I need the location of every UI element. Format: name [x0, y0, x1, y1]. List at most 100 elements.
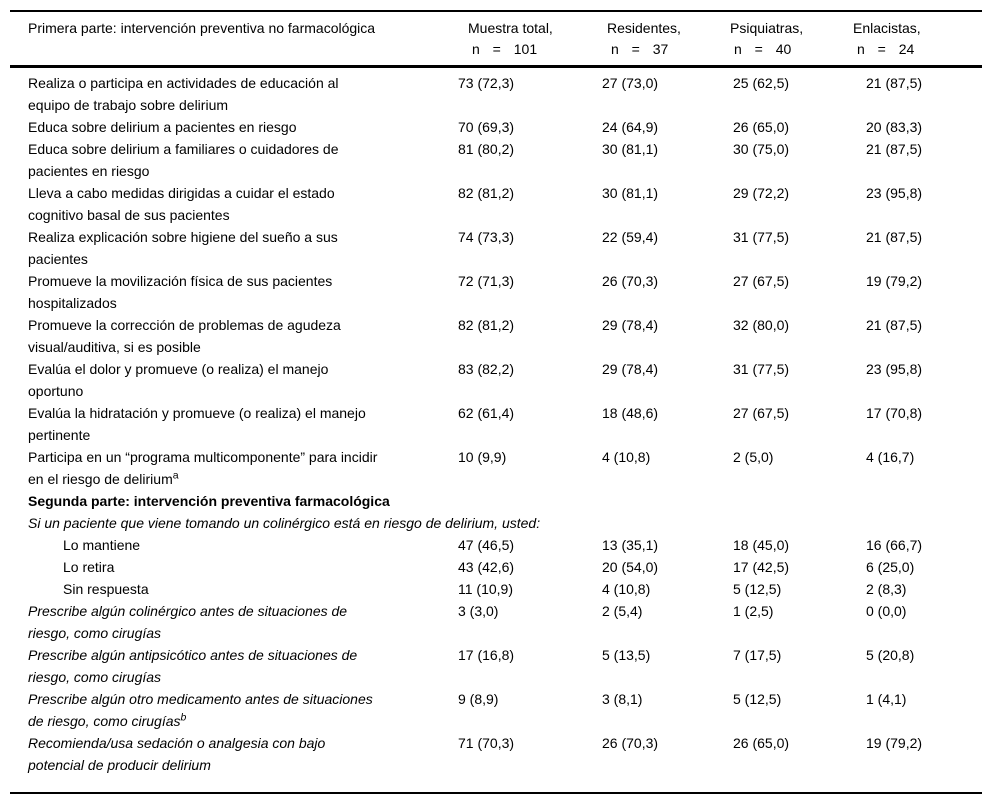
row-value: 27 (73,0)	[602, 75, 659, 91]
table-header: Primera parte: intervención preventiva n…	[10, 11, 982, 68]
row-value: 5 (20,8)	[866, 647, 915, 663]
footnote-marker: a	[172, 469, 179, 482]
row-value: 27 (67,5)	[733, 405, 790, 421]
row-value: 3 (8,1)	[602, 691, 643, 707]
table-row: Recomienda/usa sedación o analgesia con …	[10, 732, 982, 793]
table-row: Evalúa el dolor y promueve (o realiza) e…	[10, 358, 982, 402]
row-value: 4 (16,7)	[866, 449, 915, 465]
table-body: Realiza o participa en actividades de ed…	[10, 67, 982, 794]
table-row: Realiza o participa en actividades de ed…	[10, 67, 982, 117]
row-label: Prescribe algún otro medicamento antes d…	[28, 691, 373, 729]
row-value: 20 (54,0)	[602, 559, 659, 575]
row-value: 5 (13,5)	[602, 647, 651, 663]
row-value: 26 (70,3)	[602, 273, 659, 289]
row-value: 71 (70,3)	[458, 735, 515, 751]
row-value: 81 (80,2)	[458, 141, 515, 157]
table-row: Si un paciente que viene tomando un coli…	[10, 512, 982, 534]
table-row: Realiza explicación sobre higiene del su…	[10, 226, 982, 270]
table-row: Lleva a cabo medidas dirigidas a cuidar …	[10, 182, 982, 226]
table-row: Segunda parte: intervención preventiva f…	[10, 490, 982, 512]
row-value: 73 (72,3)	[458, 75, 515, 91]
row-value: 47 (46,5)	[458, 537, 515, 553]
row-value: 82 (81,2)	[458, 185, 515, 201]
row-value: 21 (87,5)	[866, 141, 923, 157]
row-value: 31 (77,5)	[733, 361, 790, 377]
row-label: Lo mantiene	[63, 537, 141, 553]
table-row: Educa sobre delirium a familiares o cuid…	[10, 138, 982, 182]
delirium-prevention-survey-table: Primera parte: intervención preventiva n…	[10, 10, 982, 794]
row-value: 1 (4,1)	[866, 691, 907, 707]
table-row: Sin respuesta 11 (10,9) 4 (10,8) 5 (12,5) 2 …	[10, 578, 982, 600]
row-label: Promueve la corrección de problemas de a…	[28, 317, 341, 355]
row-value: 26 (70,3)	[602, 735, 659, 751]
row-value: 2 (5,0)	[733, 449, 774, 465]
row-value: 31 (77,5)	[733, 229, 790, 245]
row-value: 17 (70,8)	[866, 405, 923, 421]
row-value: 2 (8,3)	[866, 581, 907, 597]
row-value: 19 (79,2)	[866, 735, 923, 751]
row-value: 82 (81,2)	[458, 317, 515, 333]
header-col-enlacistas: Enlacistas, n = 24	[828, 11, 982, 68]
row-label: Prescribe algún antipsicótico antes de s…	[28, 647, 358, 685]
table-row: Lo retira 43 (42,6) 20 (54,0) 17 (42,5) 6 (2…	[10, 556, 982, 578]
row-value: 2 (5,4)	[602, 603, 643, 619]
row-value: 23 (95,8)	[866, 361, 923, 377]
row-value: 26 (65,0)	[733, 735, 790, 751]
row-label: Evalúa el dolor y promueve (o realiza) e…	[28, 361, 329, 399]
table-row: Promueve la movilización física de sus p…	[10, 270, 982, 314]
table-row: Prescribe algún antipsicótico antes de s…	[10, 644, 982, 688]
row-value: 26 (65,0)	[733, 119, 790, 135]
row-value: 7 (17,5)	[733, 647, 782, 663]
header-col-residentes: Residentes, n = 37	[588, 11, 718, 68]
row-value: 5 (12,5)	[733, 581, 782, 597]
row-value: 21 (87,5)	[866, 229, 923, 245]
row-value: 17 (42,5)	[733, 559, 790, 575]
row-value: 13 (35,1)	[602, 537, 659, 553]
row-value: 70 (69,3)	[458, 119, 515, 135]
row-value: 11 (10,9)	[458, 581, 513, 597]
row-value: 62 (61,4)	[458, 405, 515, 421]
footnote-marker: b	[180, 711, 187, 724]
row-value: 16 (66,7)	[866, 537, 923, 553]
table-row: Educa sobre delirium a pacientes en ries…	[10, 116, 982, 138]
row-label: Lo retira	[63, 559, 115, 575]
row-value: 21 (87,5)	[866, 317, 923, 333]
row-value: 21 (87,5)	[866, 75, 923, 91]
row-value: 27 (67,5)	[733, 273, 790, 289]
table-row: Lo mantiene 47 (46,5) 13 (35,1) 18 (45,0) 16…	[10, 534, 982, 556]
row-value: 25 (62,5)	[733, 75, 790, 91]
row-label: Sin respuesta	[63, 581, 149, 597]
question-intro: Si un paciente que viene tomando un coli…	[28, 515, 541, 531]
column-title: Psiquiatras,	[730, 20, 804, 36]
row-value: 17 (16,8)	[458, 647, 515, 663]
row-label: Educa sobre delirium a familiares o cuid…	[28, 141, 339, 179]
row-label: Lleva a cabo medidas dirigidas a cuidar …	[28, 185, 335, 223]
row-value: 9 (8,9)	[458, 691, 499, 707]
column-n-count: n = 24	[857, 41, 915, 57]
row-label: Promueve la movilización física de sus p…	[28, 273, 333, 311]
row-value: 29 (78,4)	[602, 361, 659, 377]
row-value: 18 (48,6)	[602, 405, 659, 421]
row-value: 30 (81,1)	[602, 185, 659, 201]
table-row: Promueve la corrección de problemas de a…	[10, 314, 982, 358]
row-value: 18 (45,0)	[733, 537, 790, 553]
header-first-part-title: Primera parte: intervención preventiva n…	[10, 11, 448, 68]
row-value: 83 (82,2)	[458, 361, 515, 377]
row-value: 19 (79,2)	[866, 273, 923, 289]
row-label: Realiza explicación sobre higiene del su…	[28, 229, 338, 267]
column-n-count: n = 37	[611, 41, 669, 57]
column-n-count: n = 40	[734, 41, 792, 57]
row-value: 4 (10,8)	[602, 581, 651, 597]
table-row: Participa en un “programa multicomponent…	[10, 446, 982, 490]
row-value: 3 (3,0)	[458, 603, 499, 619]
row-value: 30 (81,1)	[602, 141, 659, 157]
table-row: Prescribe algún colinérgico antes de sit…	[10, 600, 982, 644]
header-col-muestra-total: Muestra total, n = 101	[448, 11, 588, 68]
section-heading: Segunda parte: intervención preventiva f…	[28, 493, 390, 509]
row-label: Realiza o participa en actividades de ed…	[28, 75, 339, 113]
row-label: Participa en un “programa multicomponent…	[28, 449, 378, 487]
row-value: 22 (59,4)	[602, 229, 659, 245]
row-value: 29 (72,2)	[733, 185, 790, 201]
row-value: 1 (2,5)	[733, 603, 774, 619]
